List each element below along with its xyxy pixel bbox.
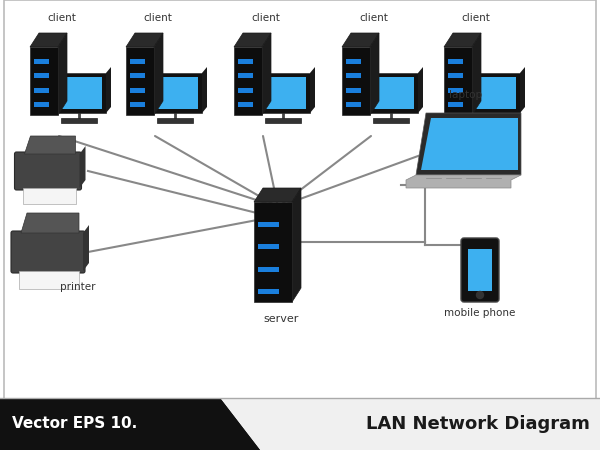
FancyBboxPatch shape <box>14 152 82 190</box>
FancyBboxPatch shape <box>61 118 97 123</box>
Polygon shape <box>79 146 86 188</box>
Polygon shape <box>154 33 163 115</box>
FancyBboxPatch shape <box>258 221 279 226</box>
Polygon shape <box>416 113 521 175</box>
Polygon shape <box>310 67 315 113</box>
Polygon shape <box>58 33 67 115</box>
FancyBboxPatch shape <box>256 73 310 113</box>
FancyBboxPatch shape <box>34 58 49 63</box>
Text: client: client <box>461 13 490 23</box>
Polygon shape <box>30 33 67 47</box>
FancyBboxPatch shape <box>23 188 76 204</box>
Text: client: client <box>359 13 388 23</box>
FancyBboxPatch shape <box>448 58 463 63</box>
FancyBboxPatch shape <box>157 118 193 123</box>
FancyBboxPatch shape <box>152 77 198 109</box>
FancyBboxPatch shape <box>4 0 596 408</box>
Polygon shape <box>421 118 518 170</box>
Polygon shape <box>25 136 76 154</box>
FancyBboxPatch shape <box>238 102 253 107</box>
Polygon shape <box>83 225 89 271</box>
Polygon shape <box>262 33 271 115</box>
FancyBboxPatch shape <box>468 249 492 291</box>
Text: Vector EPS 10.: Vector EPS 10. <box>12 417 137 432</box>
FancyBboxPatch shape <box>254 202 292 302</box>
Polygon shape <box>202 67 207 113</box>
FancyBboxPatch shape <box>52 73 106 113</box>
FancyBboxPatch shape <box>475 118 511 123</box>
Polygon shape <box>106 67 111 113</box>
FancyBboxPatch shape <box>238 87 253 93</box>
FancyBboxPatch shape <box>258 289 279 294</box>
FancyBboxPatch shape <box>130 102 145 107</box>
FancyBboxPatch shape <box>346 102 361 107</box>
FancyBboxPatch shape <box>260 77 306 109</box>
FancyBboxPatch shape <box>364 73 418 113</box>
Polygon shape <box>406 175 521 188</box>
FancyBboxPatch shape <box>346 58 361 63</box>
FancyBboxPatch shape <box>130 87 145 93</box>
FancyBboxPatch shape <box>448 102 463 107</box>
Polygon shape <box>126 33 163 47</box>
FancyBboxPatch shape <box>368 77 414 109</box>
FancyBboxPatch shape <box>11 231 85 273</box>
FancyBboxPatch shape <box>56 77 102 109</box>
Polygon shape <box>418 67 423 113</box>
FancyBboxPatch shape <box>342 47 370 115</box>
FancyBboxPatch shape <box>34 102 49 107</box>
Polygon shape <box>342 33 379 47</box>
Text: client: client <box>251 13 280 23</box>
Polygon shape <box>520 67 525 113</box>
FancyBboxPatch shape <box>19 271 79 289</box>
FancyBboxPatch shape <box>373 118 409 123</box>
FancyBboxPatch shape <box>238 73 253 78</box>
Polygon shape <box>234 33 271 47</box>
Polygon shape <box>0 398 260 450</box>
FancyBboxPatch shape <box>34 87 49 93</box>
FancyBboxPatch shape <box>130 73 145 78</box>
Text: client: client <box>47 13 76 23</box>
FancyBboxPatch shape <box>130 58 145 63</box>
Text: client: client <box>143 13 172 23</box>
Text: printer: printer <box>60 282 96 292</box>
FancyBboxPatch shape <box>258 266 279 271</box>
FancyBboxPatch shape <box>234 47 262 115</box>
FancyBboxPatch shape <box>466 73 520 113</box>
Polygon shape <box>254 188 301 202</box>
Circle shape <box>476 292 484 298</box>
FancyBboxPatch shape <box>448 87 463 93</box>
Polygon shape <box>444 33 481 47</box>
FancyBboxPatch shape <box>448 73 463 78</box>
Text: mobile phone: mobile phone <box>445 308 515 318</box>
Text: laptop: laptop <box>449 90 482 100</box>
FancyBboxPatch shape <box>238 58 253 63</box>
Polygon shape <box>0 398 260 450</box>
Polygon shape <box>21 213 79 233</box>
Text: LAN Network Diagram: LAN Network Diagram <box>366 415 590 433</box>
FancyBboxPatch shape <box>0 398 600 450</box>
Polygon shape <box>472 33 481 115</box>
FancyBboxPatch shape <box>346 73 361 78</box>
FancyBboxPatch shape <box>258 244 279 249</box>
Polygon shape <box>292 188 301 302</box>
FancyBboxPatch shape <box>34 73 49 78</box>
FancyBboxPatch shape <box>444 47 472 115</box>
Polygon shape <box>370 33 379 115</box>
FancyBboxPatch shape <box>461 238 499 302</box>
Text: server: server <box>263 314 299 324</box>
FancyBboxPatch shape <box>30 47 58 115</box>
FancyBboxPatch shape <box>265 118 301 123</box>
FancyBboxPatch shape <box>148 73 202 113</box>
FancyBboxPatch shape <box>126 47 154 115</box>
FancyBboxPatch shape <box>470 77 516 109</box>
FancyBboxPatch shape <box>346 87 361 93</box>
